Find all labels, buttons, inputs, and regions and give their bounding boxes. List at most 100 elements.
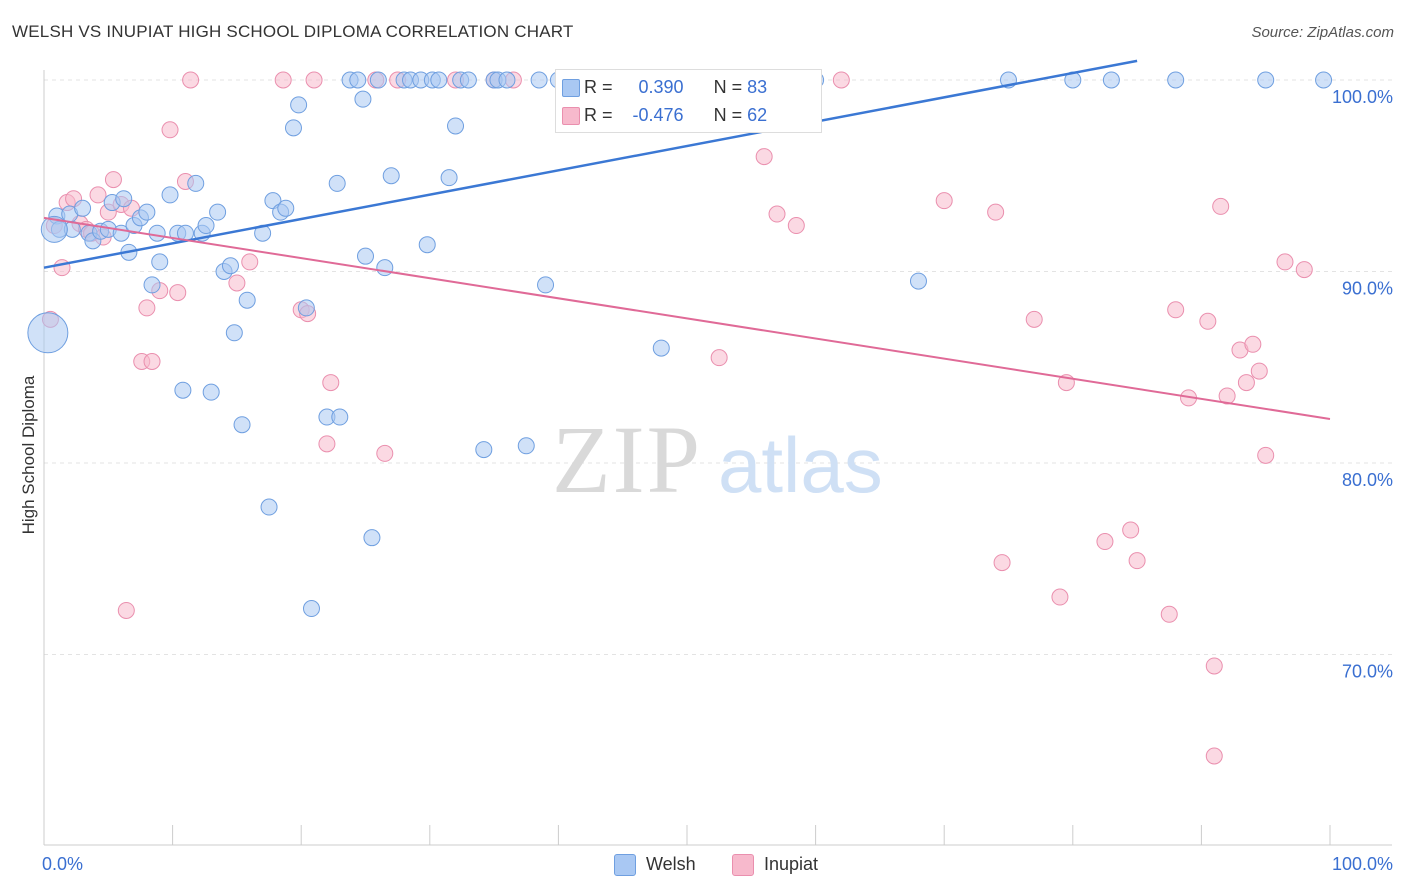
inupiat-point <box>376 444 394 462</box>
inupiat-swatch <box>562 107 580 125</box>
inupiat-point <box>787 217 805 235</box>
trendlines <box>43 59 1331 420</box>
welsh-point <box>302 600 320 618</box>
n-label: N = <box>713 77 743 97</box>
inupiat-point <box>89 186 107 204</box>
welsh-point <box>537 276 555 294</box>
inupiat-point <box>169 284 187 302</box>
welsh-point <box>418 236 436 254</box>
inupiat-point <box>138 299 156 317</box>
welsh-point <box>297 299 315 317</box>
welsh-point <box>225 324 243 342</box>
welsh-point <box>260 498 278 516</box>
welsh-swatch <box>562 79 580 97</box>
tick-labels: 100.0% 90.0% 80.0% 70.0% 0.0% 100.0% <box>42 87 1393 874</box>
welsh-point <box>202 383 220 401</box>
stats-legend: R = 0.390 N = 83 R = -0.476 N = 62 <box>555 69 822 133</box>
y-tick-label: 100.0% <box>1332 87 1393 107</box>
welsh-point <box>530 71 548 89</box>
welsh-point <box>40 215 68 243</box>
welsh-point <box>354 90 372 108</box>
inupiat-point <box>710 349 728 367</box>
inupiat-point <box>143 353 161 371</box>
inupiat-point <box>768 205 786 223</box>
legend-label-welsh: Welsh <box>646 854 696 874</box>
r-value: 0.390 <box>638 77 684 97</box>
y-axis-label: High School Diploma <box>19 375 38 534</box>
x-tick-label: 100.0% <box>1332 854 1393 874</box>
inupiat-point <box>305 71 323 89</box>
welsh-point <box>233 416 251 434</box>
inupiat-point <box>117 601 135 619</box>
x-tick-label: 0.0% <box>42 854 83 874</box>
welsh-point <box>328 174 346 192</box>
inupiat-legend-swatch <box>732 854 754 876</box>
welsh-point <box>1315 71 1333 89</box>
inupiat-point <box>241 253 259 271</box>
inupiat-point <box>1051 588 1069 606</box>
r-label: R = <box>584 77 613 97</box>
legend-item-welsh[interactable]: Welsh <box>614 852 696 876</box>
welsh-point <box>290 96 308 114</box>
inupiat-point <box>1128 552 1146 570</box>
stats-row-inupiat: R = -0.476 N = 62 <box>562 102 768 128</box>
source-label: Source: ZipAtlas.com <box>1251 24 1394 41</box>
inupiat-point <box>322 374 340 392</box>
welsh-point <box>331 408 349 426</box>
welsh-point <box>27 312 69 354</box>
legend-item-inupiat[interactable]: Inupiat <box>732 852 819 876</box>
welsh-point <box>148 224 166 242</box>
chart-title: WELSH VS INUPIAT HIGH SCHOOL DIPLOMA COR… <box>12 22 574 41</box>
welsh-point <box>440 169 458 187</box>
inupiat-point <box>1205 747 1223 765</box>
welsh-point <box>363 529 381 547</box>
inupiat-point <box>1218 387 1236 405</box>
welsh-point <box>498 71 516 89</box>
welsh-point <box>209 203 227 221</box>
welsh-point <box>74 199 92 217</box>
welsh-point <box>1167 71 1185 89</box>
welsh-point <box>174 381 192 399</box>
welsh-point <box>459 71 477 89</box>
axes <box>43 70 1392 846</box>
grid-lines <box>44 79 1392 655</box>
inupiat-point <box>1167 301 1185 319</box>
inupiat-point <box>1237 374 1255 392</box>
inupiat-point <box>1276 253 1294 271</box>
n-value: 62 <box>747 105 768 125</box>
inupiat-point <box>755 148 773 166</box>
welsh-point <box>447 117 465 135</box>
welsh-point <box>115 190 133 208</box>
inupiat-point <box>1122 521 1140 539</box>
y-tick-label: 90.0% <box>1342 279 1393 299</box>
inupiat-point <box>832 71 850 89</box>
inupiat-point <box>1199 312 1217 330</box>
welsh-point <box>221 257 239 275</box>
welsh-point <box>197 217 215 235</box>
welsh-point <box>357 247 374 265</box>
inupiat-point <box>1096 533 1114 551</box>
inupiat-point <box>274 71 292 89</box>
r-label: R = <box>584 105 613 125</box>
welsh-point <box>161 186 179 204</box>
inupiat-point <box>1160 605 1178 623</box>
y-tick-label: 80.0% <box>1342 470 1393 490</box>
stats-row-welsh: R = 0.390 N = 83 <box>562 74 767 100</box>
inupiat-point <box>1025 310 1043 328</box>
n-label: N = <box>713 105 743 125</box>
watermark-atlas: atlas <box>718 421 883 509</box>
legend-label-inupiat: Inupiat <box>764 854 819 874</box>
inupiat-point <box>1295 261 1313 279</box>
welsh-point <box>284 119 302 137</box>
welsh-point <box>349 71 367 89</box>
inupiat-point <box>1257 446 1275 464</box>
welsh-point <box>187 174 205 192</box>
welsh-point <box>475 441 493 459</box>
welsh-point <box>1102 71 1120 89</box>
inupiat-point <box>1250 362 1268 380</box>
inupiat-point <box>161 121 179 139</box>
welsh-points <box>27 71 1333 618</box>
welsh-point <box>143 276 161 294</box>
watermark-zip: ZIP <box>552 406 702 513</box>
